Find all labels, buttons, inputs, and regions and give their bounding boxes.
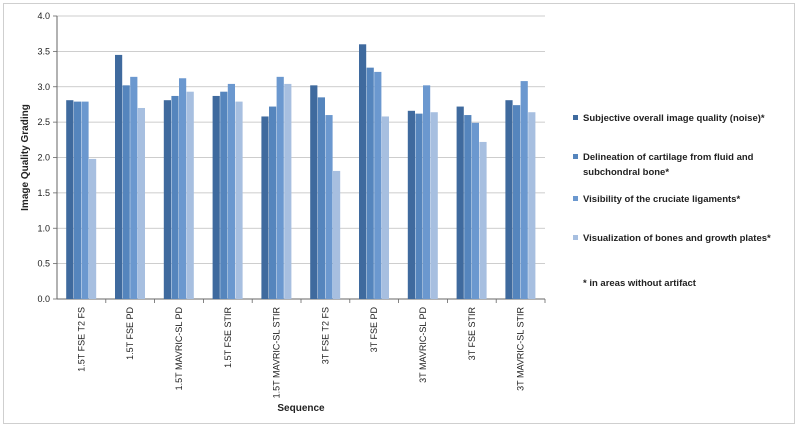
y-tick-label: 1.5 xyxy=(37,188,50,198)
bar xyxy=(381,116,389,299)
bar xyxy=(407,110,415,300)
bar xyxy=(423,85,431,300)
bar xyxy=(359,44,367,299)
bar xyxy=(366,67,374,300)
y-tick-label: 2.5 xyxy=(37,117,50,127)
bar xyxy=(374,71,382,299)
legend-swatch xyxy=(573,196,578,201)
y-tick-label: 0.0 xyxy=(37,294,50,304)
bar xyxy=(284,83,292,299)
y-tick-label: 4.0 xyxy=(37,11,50,21)
legend-swatch xyxy=(573,154,578,159)
bar xyxy=(520,81,528,299)
bar xyxy=(269,106,277,299)
y-tick-label: 3.5 xyxy=(37,46,50,56)
bar xyxy=(415,113,423,299)
y-axis-title: Image Quality Grading xyxy=(20,104,31,211)
bar xyxy=(261,116,269,299)
bar xyxy=(137,107,145,299)
x-tick-label: 3T FSE T2 FS xyxy=(320,307,330,364)
bar xyxy=(430,112,438,299)
bar xyxy=(310,85,318,300)
bar xyxy=(73,101,81,299)
bar xyxy=(163,100,171,299)
x-tick-label: 1.5T FSE T2 FS xyxy=(76,307,86,372)
x-axis-title: Sequence xyxy=(277,403,325,414)
x-tick-label: 3T FSE STIR xyxy=(467,307,477,361)
x-tick-label: 3T FSE PD xyxy=(369,307,379,353)
x-tick-label: 3T MAVRIC-SL STIR xyxy=(516,307,526,391)
bar xyxy=(464,115,472,299)
bar xyxy=(456,106,464,299)
legend-label: Visibility of the cruciate ligaments* xyxy=(583,194,740,205)
bar xyxy=(471,122,479,300)
legend-swatch xyxy=(573,235,578,240)
bar xyxy=(66,100,74,299)
bar xyxy=(479,141,487,299)
bar xyxy=(505,100,513,299)
legend-swatch xyxy=(573,115,578,120)
bar xyxy=(220,91,228,299)
x-tick-label: 1.5T MAVRIC-SL PD xyxy=(174,307,184,391)
bar xyxy=(325,115,333,299)
y-tick-label: 0.5 xyxy=(37,259,50,269)
bar xyxy=(89,158,97,299)
x-tick-label: 1.5T FSE STIR xyxy=(223,307,233,368)
bar xyxy=(179,78,187,299)
bar xyxy=(81,101,89,299)
bar xyxy=(130,76,138,299)
legend-label: Delineation of cartilage from fluid and xyxy=(583,152,754,163)
bar xyxy=(528,112,536,299)
legend-label: subchondral bone* xyxy=(583,167,669,178)
bar xyxy=(513,105,521,300)
x-tick-label: 3T MAVRIC-SL PD xyxy=(418,307,428,383)
bar xyxy=(171,95,179,299)
bar xyxy=(235,101,243,299)
x-tick-label: 1.5T MAVRIC-SL STIR xyxy=(272,307,282,399)
y-tick-label: 3.0 xyxy=(37,82,50,92)
legend-footnote: * in areas without artifact xyxy=(583,278,697,289)
legend-label: Subjective overall image quality (noise)… xyxy=(583,113,765,124)
y-tick-label: 2.0 xyxy=(37,153,50,163)
bar xyxy=(122,85,130,300)
bar xyxy=(186,91,194,299)
bar xyxy=(317,97,325,299)
x-tick-label: 1.5T FSE PD xyxy=(125,307,135,360)
bar xyxy=(333,170,341,299)
bar xyxy=(212,95,220,299)
bar xyxy=(227,83,235,299)
bar xyxy=(115,54,123,299)
legend-label: Visualization of bones and growth plates… xyxy=(583,233,771,244)
y-tick-label: 1.0 xyxy=(37,223,50,233)
bar xyxy=(276,76,284,299)
